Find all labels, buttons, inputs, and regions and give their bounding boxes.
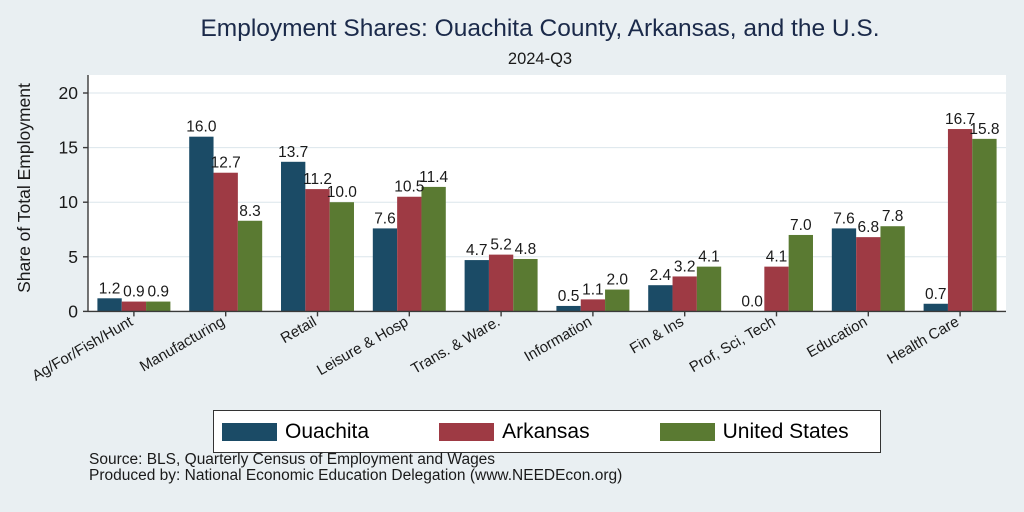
svg-text:7.6: 7.6 [374,210,396,227]
svg-text:3.2: 3.2 [674,258,696,275]
svg-text:11.4: 11.4 [419,169,448,186]
svg-text:16.0: 16.0 [186,119,217,136]
svg-text:4.1: 4.1 [766,249,788,266]
svg-text:7.8: 7.8 [882,208,904,225]
svg-text:0: 0 [68,301,78,321]
svg-text:7.6: 7.6 [833,210,855,227]
svg-text:8.3: 8.3 [239,203,261,220]
svg-text:0.9: 0.9 [123,284,145,301]
svg-text:10.0: 10.0 [327,184,358,201]
svg-text:5: 5 [68,247,78,267]
svg-text:20: 20 [59,83,79,103]
svg-text:4.7: 4.7 [466,242,488,259]
svg-text:0.5: 0.5 [558,288,580,305]
svg-text:15.8: 15.8 [969,121,999,138]
svg-text:5.2: 5.2 [490,237,512,254]
svg-text:10: 10 [59,192,79,212]
svg-text:0.7: 0.7 [925,286,947,303]
svg-text:12.7: 12.7 [211,155,241,172]
svg-text:4.8: 4.8 [515,241,537,258]
svg-text:0.9: 0.9 [147,284,169,301]
svg-text:0.0: 0.0 [741,293,763,310]
svg-text:2.0: 2.0 [606,272,628,289]
svg-text:6.8: 6.8 [858,219,880,236]
svg-text:15: 15 [59,138,78,158]
svg-text:4.1: 4.1 [698,249,720,266]
svg-text:1.1: 1.1 [582,281,604,298]
svg-text:13.7: 13.7 [278,144,308,161]
svg-text:1.2: 1.2 [99,280,121,297]
svg-text:7.0: 7.0 [790,217,812,234]
svg-text:2.4: 2.4 [650,267,672,284]
